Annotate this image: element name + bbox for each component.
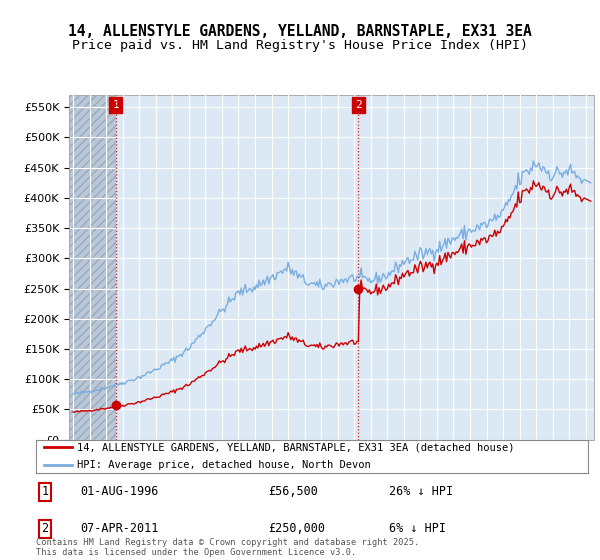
Text: £56,500: £56,500 (268, 485, 318, 498)
Text: 6% ↓ HPI: 6% ↓ HPI (389, 522, 446, 535)
Text: £250,000: £250,000 (268, 522, 325, 535)
Text: 2: 2 (41, 522, 49, 535)
Bar (69, 95, 116, 440)
Text: 1: 1 (112, 100, 119, 110)
Text: 14, ALLENSTYLE GARDENS, YELLAND, BARNSTAPLE, EX31 3EA: 14, ALLENSTYLE GARDENS, YELLAND, BARNSTA… (68, 24, 532, 39)
Text: Price paid vs. HM Land Registry's House Price Index (HPI): Price paid vs. HM Land Registry's House … (72, 39, 528, 52)
Text: 26% ↓ HPI: 26% ↓ HPI (389, 485, 454, 498)
Text: 2: 2 (355, 100, 362, 110)
Text: 07-APR-2011: 07-APR-2011 (80, 522, 158, 535)
Text: 14, ALLENSTYLE GARDENS, YELLAND, BARNSTAPLE, EX31 3EA (detached house): 14, ALLENSTYLE GARDENS, YELLAND, BARNSTA… (77, 442, 515, 452)
Text: 1: 1 (41, 485, 49, 498)
Text: Contains HM Land Registry data © Crown copyright and database right 2025.
This d: Contains HM Land Registry data © Crown c… (36, 538, 419, 557)
Text: 01-AUG-1996: 01-AUG-1996 (80, 485, 158, 498)
Text: HPI: Average price, detached house, North Devon: HPI: Average price, detached house, Nort… (77, 460, 371, 470)
